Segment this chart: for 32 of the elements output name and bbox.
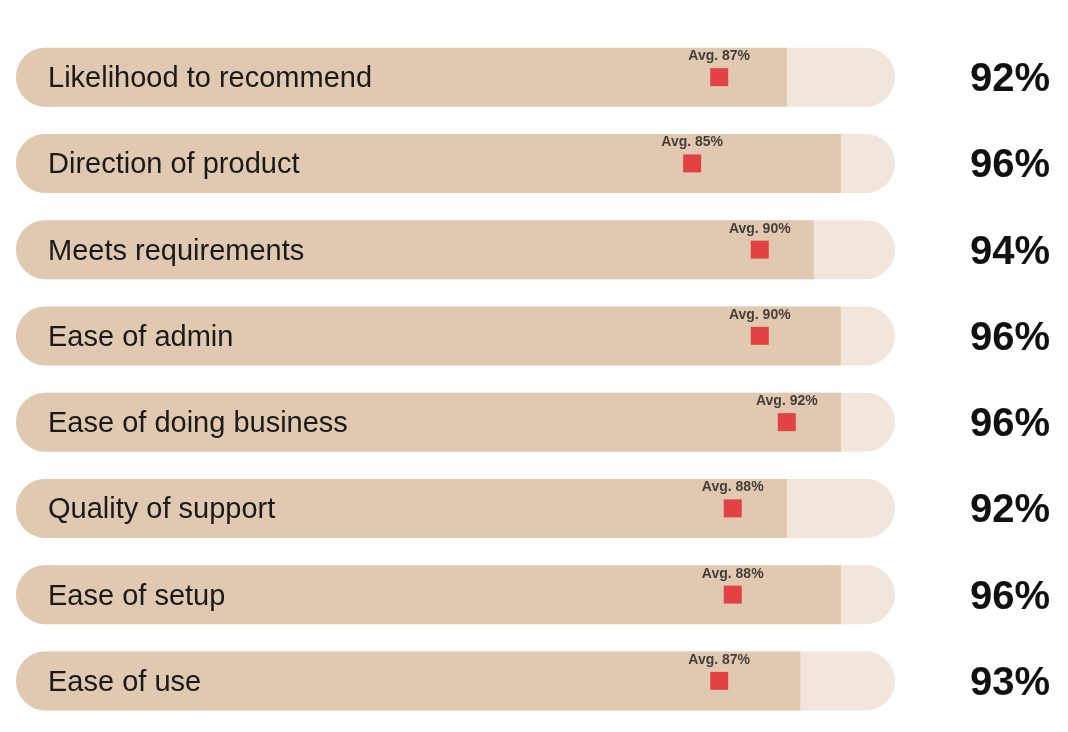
y-tick-label: Ease of use xyxy=(48,664,202,697)
point xyxy=(723,585,742,604)
point xyxy=(777,413,796,432)
data-label: 94% xyxy=(970,227,1051,272)
data-label: Avg. 85% xyxy=(661,133,724,150)
point xyxy=(710,68,729,87)
data-label: Avg. 87% xyxy=(688,650,751,667)
y-tick-label: Ease of doing business xyxy=(48,406,348,439)
y-tick-label: Ease of admin xyxy=(48,319,234,352)
y-tick-label: Direction of product xyxy=(48,147,300,180)
y-tick-label: Likelihood to recommend xyxy=(48,61,373,94)
point xyxy=(750,240,769,259)
point xyxy=(723,499,742,518)
data-label: 92% xyxy=(970,486,1051,531)
data-label: 96% xyxy=(970,313,1051,358)
data-label: Avg. 88% xyxy=(701,564,765,581)
data-label: Avg. 90% xyxy=(728,305,792,322)
data-label: 96% xyxy=(970,572,1051,617)
data-label: 96% xyxy=(970,400,1051,445)
data-label: 96% xyxy=(970,141,1051,186)
data-label: Avg. 92% xyxy=(755,392,819,409)
y-tick-label: Ease of setup xyxy=(48,578,226,611)
y-tick-label: Meets requirements xyxy=(48,233,305,266)
point xyxy=(683,154,702,173)
point xyxy=(710,671,729,690)
point xyxy=(750,326,769,345)
data-label: 93% xyxy=(970,658,1051,703)
data-label: 92% xyxy=(970,55,1051,100)
y-tick-label: Quality of support xyxy=(48,492,276,525)
data-label: Avg. 88% xyxy=(701,478,765,495)
data-label: Avg. 87% xyxy=(688,47,751,64)
data-label: Avg. 90% xyxy=(728,219,792,236)
